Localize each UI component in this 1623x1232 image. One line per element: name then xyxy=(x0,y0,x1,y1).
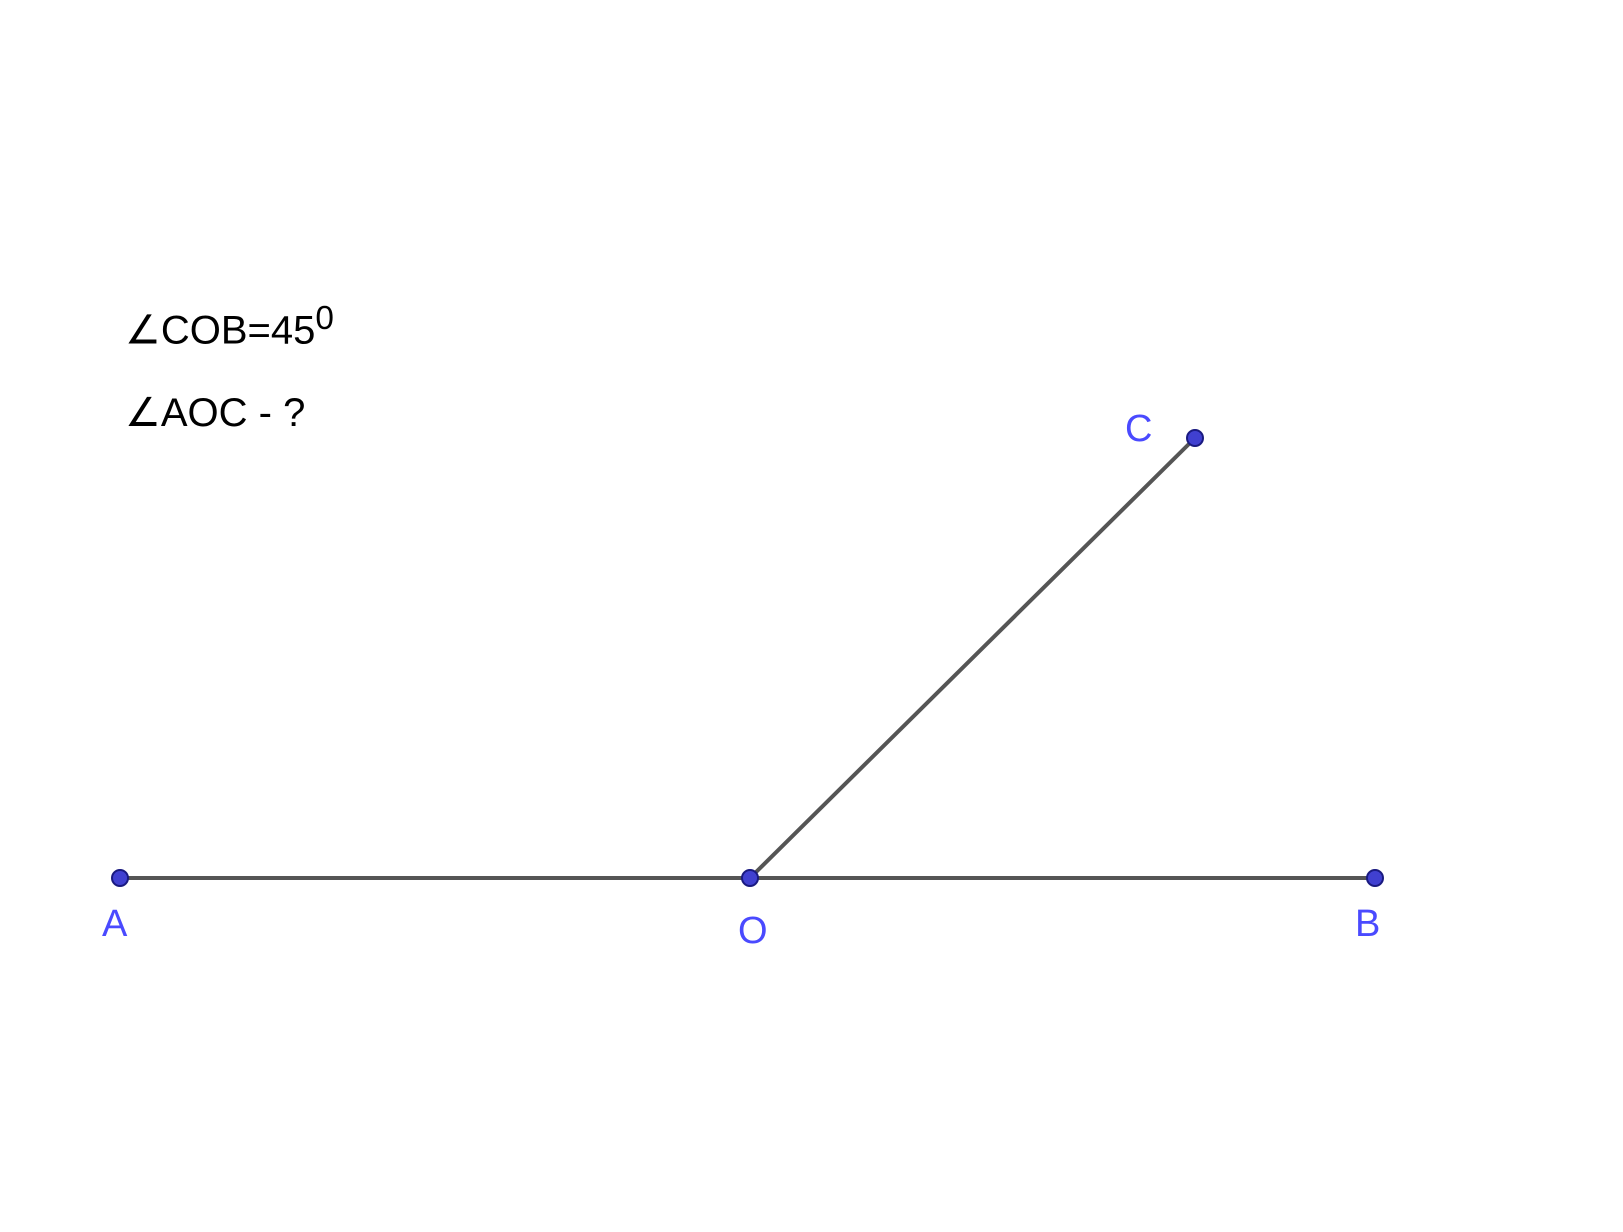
label-O: O xyxy=(738,910,768,953)
geometry-diagram xyxy=(0,0,1623,1232)
label-C: C xyxy=(1125,408,1152,451)
point-A xyxy=(112,870,128,886)
point-C xyxy=(1187,430,1203,446)
point-O xyxy=(742,870,758,886)
point-B xyxy=(1367,870,1383,886)
label-A: A xyxy=(102,903,127,946)
segment-OC xyxy=(750,438,1195,878)
label-B: B xyxy=(1355,903,1380,946)
